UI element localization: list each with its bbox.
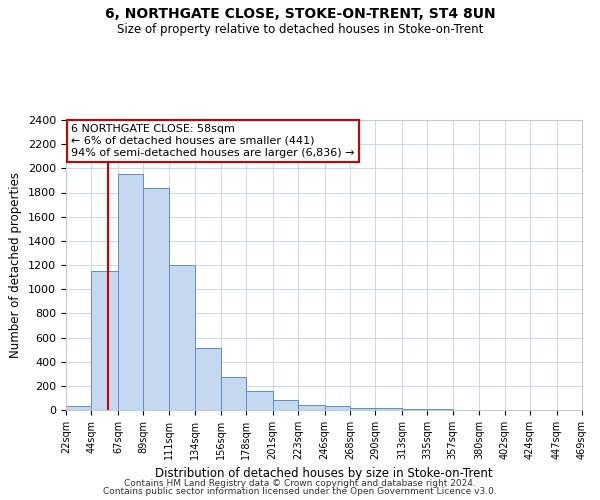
Bar: [195, 348, 221, 410]
Bar: [376, 408, 402, 410]
Text: 6 NORTHGATE CLOSE: 58sqm
← 6% of detached houses are smaller (441)
94% of semi-d: 6 NORTHGATE CLOSE: 58sqm ← 6% of detache…: [71, 124, 355, 158]
Bar: [143, 188, 169, 410]
Bar: [246, 392, 272, 410]
Y-axis label: Number of detached properties: Number of detached properties: [10, 172, 22, 358]
Bar: [350, 408, 376, 410]
X-axis label: Distribution of detached houses by size in Stoke-on-Trent: Distribution of detached houses by size …: [155, 468, 493, 480]
Text: 6, NORTHGATE CLOSE, STOKE-ON-TRENT, ST4 8UN: 6, NORTHGATE CLOSE, STOKE-ON-TRENT, ST4 …: [104, 8, 496, 22]
Bar: [402, 409, 427, 410]
Bar: [325, 406, 350, 410]
Bar: [66, 406, 91, 410]
Bar: [169, 265, 195, 410]
Text: Contains HM Land Registry data © Crown copyright and database right 2024.: Contains HM Land Registry data © Crown c…: [124, 478, 476, 488]
Bar: [221, 378, 246, 410]
Text: Contains public sector information licensed under the Open Government Licence v3: Contains public sector information licen…: [103, 487, 497, 496]
Bar: [91, 271, 118, 410]
Bar: [298, 404, 325, 410]
Bar: [118, 174, 143, 410]
Bar: [272, 400, 298, 410]
Text: Size of property relative to detached houses in Stoke-on-Trent: Size of property relative to detached ho…: [117, 22, 483, 36]
